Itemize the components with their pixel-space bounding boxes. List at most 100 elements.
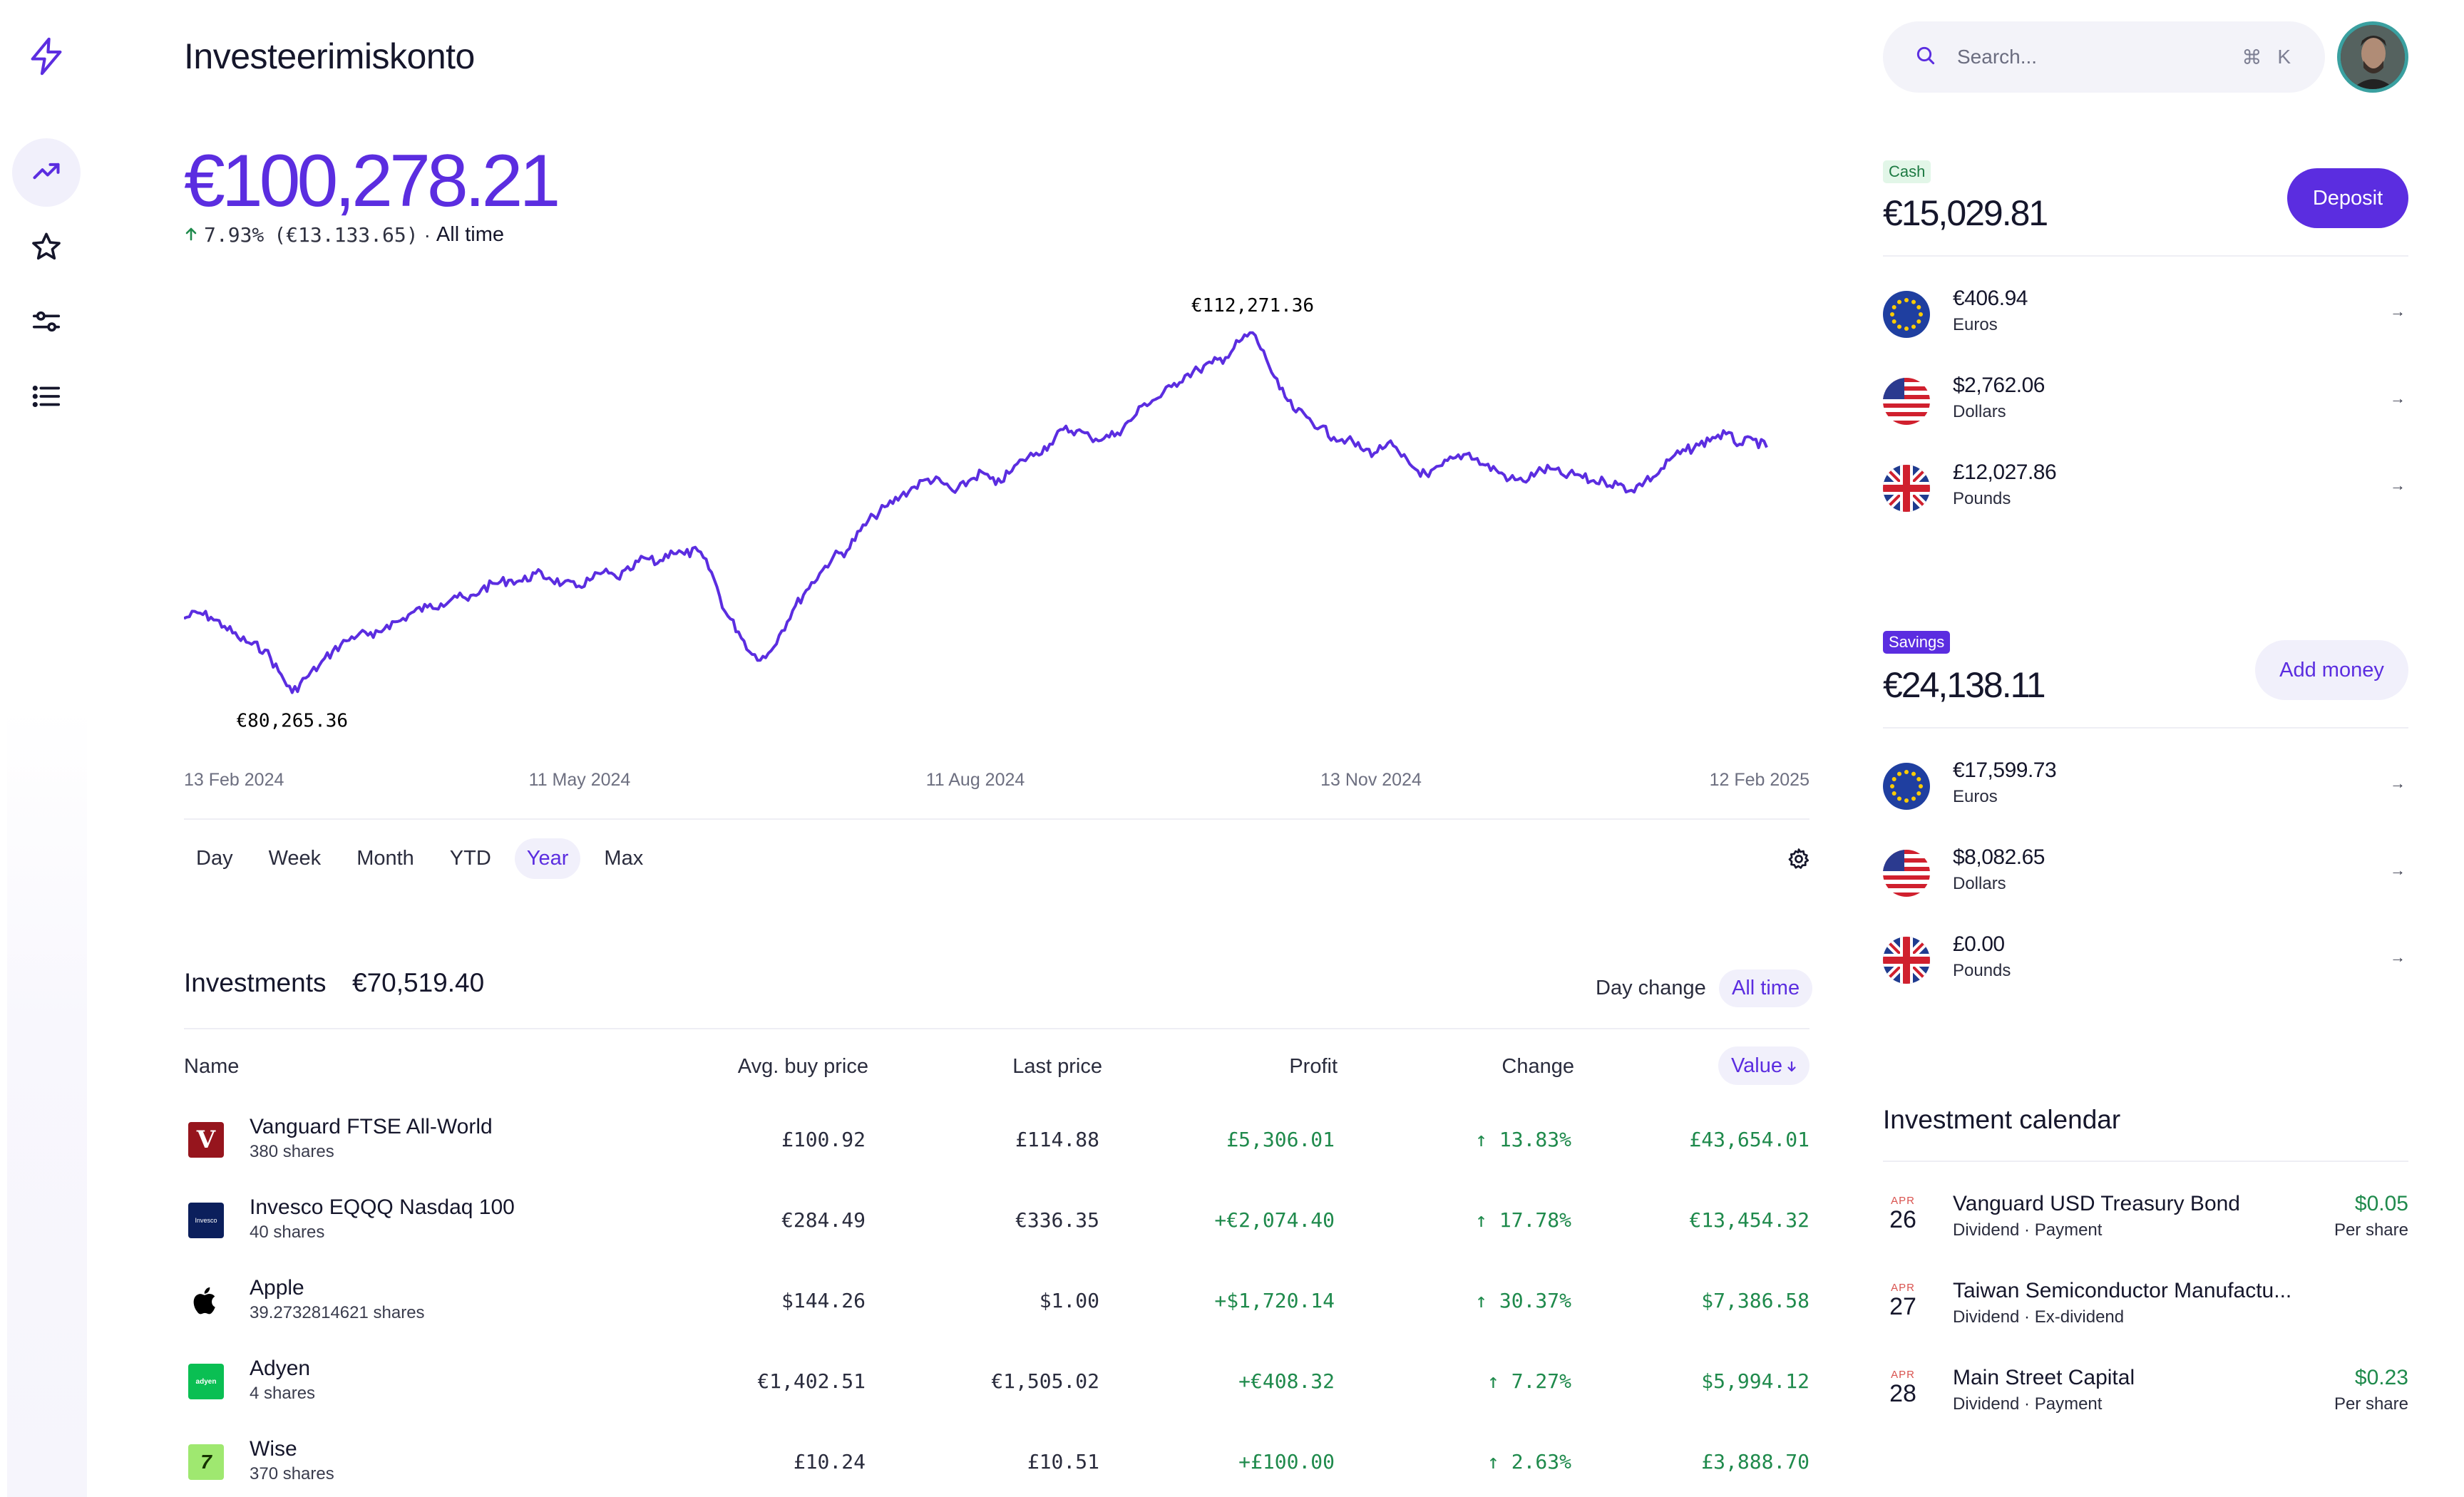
event-type-label: Dividend bbox=[1953, 1307, 2020, 1327]
cash-amount: €15,029.81 bbox=[1883, 193, 2048, 233]
add-money-button[interactable]: Add money bbox=[2255, 640, 2408, 700]
calendar-event[interactable]: APR 28 Main Street Capital Dividend · Pa… bbox=[1883, 1364, 2408, 1429]
x-tick-label: 12 Feb 2025 bbox=[1710, 770, 1809, 790]
arrow-up-icon: ↑ bbox=[1475, 1289, 1487, 1312]
column-header-last-price[interactable]: Last price bbox=[1012, 1055, 1102, 1078]
savings-account-euros[interactable]: €17,599.73 Euros → bbox=[1883, 756, 2408, 820]
avatar-photo bbox=[2341, 25, 2405, 89]
portfolio-performance: 7.93% (€13.133.65) · All time bbox=[184, 223, 504, 247]
eu-star bbox=[1904, 298, 1909, 302]
value: $7,386.58 bbox=[1701, 1289, 1809, 1312]
sliders-icon bbox=[30, 305, 63, 341]
eu-star bbox=[1919, 784, 1923, 788]
change: ↑ 7.27% bbox=[1487, 1369, 1571, 1393]
column-header-value[interactable]: Value bbox=[1718, 1046, 1809, 1085]
eu-star bbox=[1916, 319, 1921, 324]
nav-list-button[interactable] bbox=[12, 364, 81, 432]
table-row[interactable]: adyen Adyen 4 shares €1,402.51 €1,505.02… bbox=[184, 1354, 1809, 1418]
invesco-logo: Invesco bbox=[188, 1203, 224, 1238]
profit: +€2,074.40 bbox=[1214, 1208, 1335, 1232]
investments-total: €70,519.40 bbox=[352, 968, 485, 997]
eu-star bbox=[1911, 324, 1916, 329]
deposit-button[interactable]: Deposit bbox=[2287, 168, 2408, 228]
tab-ytd[interactable]: YTD bbox=[449, 847, 491, 870]
avg-buy-price: €1,402.51 bbox=[757, 1369, 866, 1393]
eu-star bbox=[1890, 312, 1894, 317]
side-nav bbox=[0, 0, 93, 1497]
nav-performance-button[interactable] bbox=[12, 138, 81, 207]
last-price: €1,505.02 bbox=[991, 1369, 1099, 1393]
last-price: €336.35 bbox=[1015, 1208, 1099, 1232]
account-amount: €17,599.73 bbox=[1953, 758, 2057, 782]
column-header-change[interactable]: Change bbox=[1502, 1055, 1574, 1078]
column-header-name[interactable]: Name bbox=[184, 1055, 240, 1078]
event-status: Ex-dividend bbox=[2034, 1307, 2125, 1327]
account-amount: $2,762.06 bbox=[1953, 374, 2045, 397]
nav-favorites-button[interactable] bbox=[12, 214, 81, 282]
investments-title: Investments bbox=[184, 968, 327, 997]
period-tabs: Day Week Month YTD Year Max bbox=[184, 838, 667, 879]
holding-name: Apple bbox=[250, 1276, 304, 1300]
table-row[interactable]: Invesco Invesco EQQQ Nasdaq 100 40 share… bbox=[184, 1193, 1809, 1257]
savings-amount: €24,138.11 bbox=[1883, 665, 2046, 705]
arrow-right-icon: → bbox=[2390, 476, 2406, 494]
divider bbox=[1883, 727, 2408, 729]
nav-filters-button[interactable] bbox=[12, 289, 81, 357]
user-avatar[interactable] bbox=[2337, 21, 2408, 93]
event-amount: $0.05 bbox=[2354, 1192, 2408, 1215]
toggle-all-time[interactable]: All time bbox=[1719, 969, 1813, 1007]
eu-flag-icon bbox=[1883, 291, 1930, 338]
table-row[interactable]: Apple 39.2732814621 shares $144.26 $1.00… bbox=[184, 1273, 1809, 1337]
arrow-up-icon: ↑ bbox=[1475, 1208, 1487, 1232]
performance-chart[interactable]: €112,271.36 €80,265.36 13 Feb 2024 11 May 2… bbox=[183, 271, 1809, 798]
performance-chart-svg: €112,271.36 €80,265.36 13 Feb 2024 11 May 2… bbox=[183, 295, 1809, 790]
arrow-up-icon bbox=[184, 224, 198, 247]
column-header-profit[interactable]: Profit bbox=[1289, 1055, 1338, 1078]
tab-week[interactable]: Week bbox=[268, 847, 322, 870]
tab-max[interactable]: Max bbox=[604, 847, 644, 870]
eu-star bbox=[1904, 798, 1909, 803]
tab-year[interactable]: Year bbox=[514, 838, 581, 879]
investment-calendar-title: Investment calendar bbox=[1883, 1105, 2121, 1134]
app-logo-icon[interactable] bbox=[26, 36, 67, 81]
table-row[interactable]: 7 Wise 370 shares £10.24 £10.51 +£100.00… bbox=[184, 1434, 1809, 1497]
savings-account-dollars[interactable]: $8,082.65 Dollars → bbox=[1883, 843, 2408, 907]
table-row[interactable]: V Vanguard FTSE All-World 380 shares £10… bbox=[184, 1112, 1809, 1176]
x-tick-label: 13 Nov 2024 bbox=[1320, 770, 1422, 790]
cash-badge: Cash bbox=[1883, 160, 1931, 183]
value: £3,888.70 bbox=[1701, 1450, 1809, 1473]
adyen-logo: adyen bbox=[188, 1364, 224, 1399]
arrow-up-icon: ↑ bbox=[1475, 1128, 1487, 1151]
tab-day[interactable]: Day bbox=[196, 847, 233, 870]
avg-buy-price: £100.92 bbox=[781, 1128, 866, 1151]
eu-star bbox=[1916, 305, 1921, 309]
holding-shares: 39.2732814621 shares bbox=[250, 1303, 425, 1322]
calendar-event[interactable]: APR 26 Vanguard USD Treasury Bond Divide… bbox=[1883, 1190, 2408, 1255]
period-label: All time bbox=[436, 223, 504, 246]
arrow-right-icon: → bbox=[2390, 861, 2406, 879]
last-price: £114.88 bbox=[1015, 1128, 1099, 1151]
savings-account-pounds[interactable]: £0.00 Pounds → bbox=[1883, 930, 2408, 994]
eu-star bbox=[1891, 791, 1896, 796]
toggle-day-change[interactable]: Day change bbox=[1596, 977, 1706, 999]
portfolio-balance: €100,278.21 bbox=[184, 140, 560, 222]
search-input[interactable]: Search... ⌘ K bbox=[1883, 21, 2325, 93]
change: ↑ 17.78% bbox=[1475, 1208, 1571, 1232]
page-title: Investeerimiskonto bbox=[184, 36, 475, 76]
x-tick-label: 11 May 2024 bbox=[529, 770, 631, 790]
cash-account-pounds[interactable]: £12,027.86 Pounds → bbox=[1883, 458, 2408, 522]
divider bbox=[1883, 255, 2408, 257]
settings-icon[interactable] bbox=[1787, 847, 1811, 875]
tab-month[interactable]: Month bbox=[356, 847, 414, 870]
calendar-month: APR bbox=[1891, 1369, 1915, 1381]
cash-account-euros[interactable]: €406.94 Euros → bbox=[1883, 284, 2408, 348]
search-icon bbox=[1914, 44, 1937, 71]
cash-account-dollars[interactable]: $2,762.06 Dollars → bbox=[1883, 371, 2408, 435]
event-per-share: Per share bbox=[2334, 1394, 2408, 1414]
event-type-label: Dividend bbox=[1953, 1220, 2020, 1240]
calendar-event[interactable]: APR 27 Taiwan Semiconductor Manufactu...… bbox=[1883, 1277, 2408, 1342]
account-currency: Euros bbox=[1953, 315, 1998, 334]
wise-logo-text: 7 bbox=[200, 1451, 212, 1473]
column-header-avg-buy-price[interactable]: Avg. buy price bbox=[737, 1055, 868, 1078]
trending-up-icon bbox=[31, 155, 62, 190]
